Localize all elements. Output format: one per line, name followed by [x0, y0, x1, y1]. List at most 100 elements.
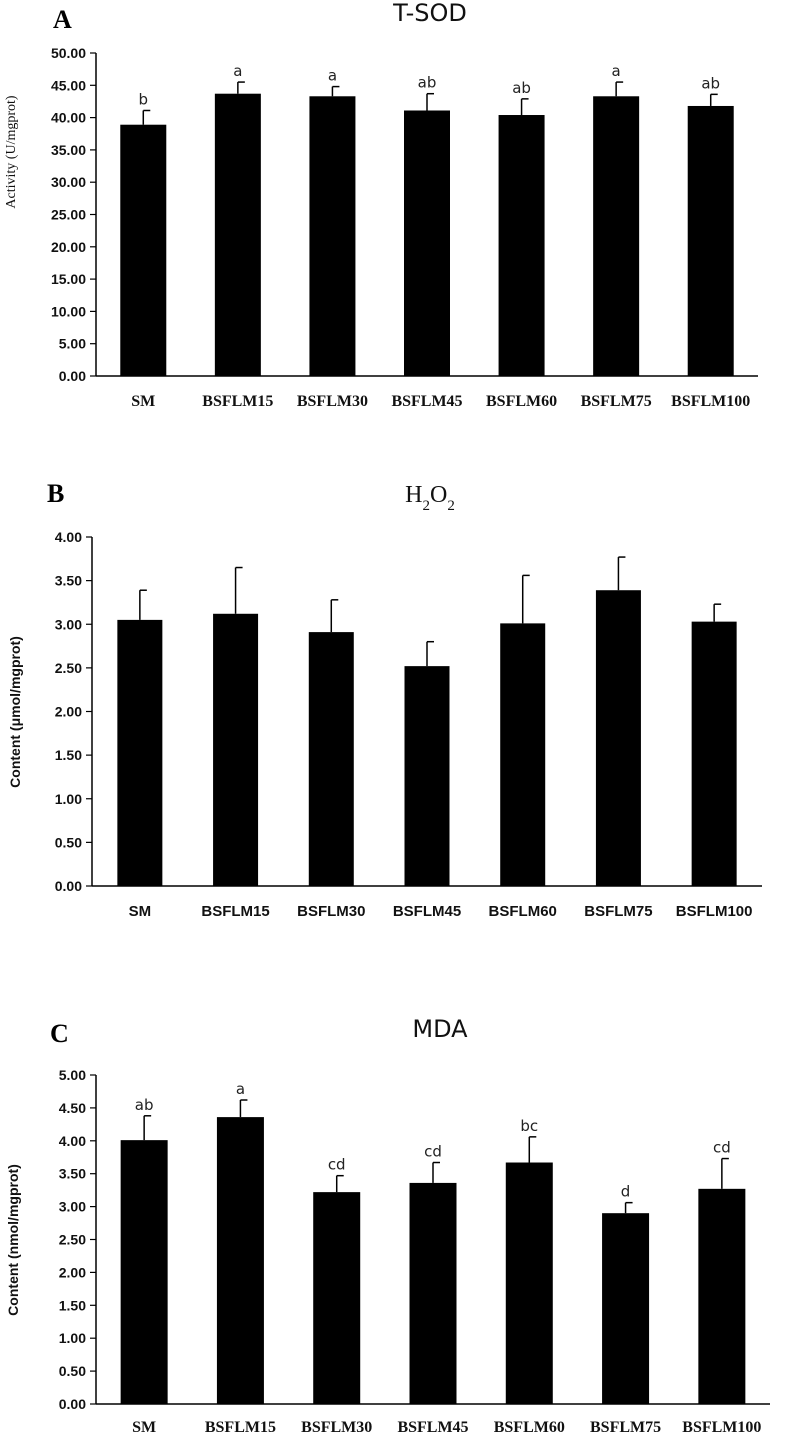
y-tick-label: 0.00: [55, 878, 82, 894]
panel-c-title: MDA: [412, 1015, 468, 1043]
significance-letter: ab: [418, 74, 437, 92]
y-tick-label: 1.50: [55, 747, 82, 763]
panel-c-letter: C: [50, 1019, 69, 1048]
panel-b-letter: B: [47, 479, 64, 508]
y-tick-label: 15.00: [51, 271, 86, 287]
bar-bsflm30: [313, 1192, 361, 1404]
y-tick-label: 3.00: [55, 616, 82, 632]
bar-bsflm75: [602, 1213, 650, 1404]
y-tick-label: 2.00: [55, 704, 82, 720]
bar-bsflm45: [409, 1182, 457, 1404]
significance-letter: ab: [701, 74, 720, 92]
y-tick-label: 0.50: [55, 834, 82, 850]
bar-bsflm15: [214, 93, 261, 376]
panel-a: A T-SOD Activity (U/mgprot) 0.00 5.00 10.0…: [4, 0, 758, 410]
bar-bsflm60: [505, 1162, 553, 1404]
bar-bsflm60: [500, 623, 546, 886]
significance-letter: a: [236, 1080, 245, 1098]
significance-letter: bc: [520, 1117, 538, 1135]
panel-b: B H2O2 Content (μmol/mgprot) 0.00 0.50 1.0…: [7, 479, 762, 920]
y-tick-label: 10.00: [51, 303, 86, 319]
y-tick-label: 0.00: [59, 1396, 86, 1412]
y-tick-label: 2.00: [59, 1264, 86, 1280]
bar-bsflm100: [698, 1188, 746, 1404]
significance-letter: ab: [135, 1096, 154, 1114]
bar-sm: [120, 1140, 168, 1404]
y-tick-label: 45.00: [51, 77, 86, 93]
panel-a-title: T-SOD: [392, 0, 467, 27]
y-tick-label: 4.00: [59, 1133, 86, 1149]
y-tick-label: 5.00: [59, 1067, 86, 1083]
y-tick-label: 50.00: [51, 45, 86, 61]
x-tick-label: SM: [129, 903, 152, 920]
x-tick-label: BSFLM100: [671, 393, 750, 410]
bar-bsflm45: [404, 110, 450, 376]
significance-letter: b: [139, 90, 149, 108]
x-tick-label: BSFLM75: [581, 393, 652, 410]
x-tick-label: BSFLM75: [590, 1419, 661, 1436]
significance-letter: cd: [713, 1139, 731, 1157]
panel-c-ylabel: Content (nmol/mgprot): [5, 1164, 21, 1316]
panel-c-plot: 0.00 0.50 1.00 1.50 2.00 2.50 3.00 3.50 4.00 4.50…: [59, 1067, 770, 1436]
panel-b-plot: 0.00 0.50 1.00 1.50 2.00 2.50 3.00 3.50 4.00 SM BS…: [55, 529, 762, 920]
x-tick-label: BSFLM30: [297, 903, 365, 920]
y-tick-label: 35.00: [51, 142, 86, 158]
x-tick-label: BSFLM60: [489, 903, 557, 920]
y-tick-label: 1.00: [55, 791, 82, 807]
y-tick-label: 40.00: [51, 110, 86, 126]
bar-bsflm15: [216, 1117, 264, 1404]
bar-bsflm75: [595, 590, 641, 886]
panel-a-plot: 0.00 5.00 10.00 15.00 20.00 25.00 30.00 35.00 40…: [51, 45, 758, 410]
x-tick-label: BSFLM15: [205, 1419, 276, 1436]
x-tick-label: BSFLM30: [301, 1419, 372, 1436]
panel-a-ylabel: Activity (U/mgprot): [4, 95, 19, 208]
significance-letter: a: [233, 62, 242, 80]
bar-bsflm45: [404, 666, 450, 886]
panel-a-letter: A: [53, 5, 72, 34]
y-tick-label: 0.00: [59, 368, 86, 384]
bar-bsflm100: [687, 105, 734, 377]
bar-bsflm30: [309, 96, 356, 377]
bar-sm: [117, 619, 163, 886]
y-tick-label: 25.00: [51, 207, 86, 223]
x-tick-label: BSFLM15: [202, 393, 273, 410]
significance-letter: ab: [512, 79, 531, 97]
panel-b-title: H2O2: [405, 482, 455, 514]
significance-letter: cd: [424, 1143, 442, 1161]
y-tick-label: 1.00: [59, 1330, 86, 1346]
y-tick-label: 1.50: [59, 1297, 86, 1313]
bar-bsflm75: [593, 96, 640, 377]
x-tick-label: BSFLM45: [391, 393, 462, 410]
x-tick-label: BSFLM15: [201, 903, 269, 920]
x-tick-label: SM: [131, 393, 155, 410]
significance-letter: a: [612, 62, 621, 80]
y-tick-label: 2.50: [59, 1232, 86, 1248]
x-tick-label: BSFLM100: [676, 903, 753, 920]
y-tick-label: 2.50: [55, 660, 82, 676]
x-tick-label: BSFLM45: [393, 903, 461, 920]
y-tick-label: 20.00: [51, 239, 86, 255]
y-tick-label: 5.00: [59, 336, 86, 352]
panel-c: C MDA Content (nmol/mgprot) 0.00 0.50 1.00…: [5, 1015, 770, 1436]
y-tick-label: 0.50: [59, 1363, 86, 1379]
bar-bsflm30: [308, 632, 354, 886]
x-tick-label: BSFLM60: [494, 1419, 565, 1436]
x-tick-label: BSFLM100: [682, 1419, 761, 1436]
x-tick-label: SM: [132, 1419, 156, 1436]
y-tick-label: 4.00: [55, 529, 82, 545]
y-tick-label: 3.50: [59, 1166, 86, 1182]
y-tick-label: 4.50: [59, 1100, 86, 1116]
y-tick-label: 3.50: [55, 573, 82, 589]
bar-bsflm60: [498, 115, 545, 377]
y-tick-label: 30.00: [51, 174, 86, 190]
significance-letter: a: [328, 67, 337, 85]
x-tick-label: BSFLM45: [397, 1419, 468, 1436]
significance-letter: cd: [328, 1156, 346, 1174]
significance-letter: d: [621, 1183, 631, 1201]
y-tick-label: 3.00: [59, 1199, 86, 1215]
bar-bsflm100: [691, 621, 737, 886]
bar-sm: [120, 124, 167, 377]
bar-bsflm15: [213, 613, 259, 886]
x-tick-label: BSFLM30: [297, 393, 368, 410]
